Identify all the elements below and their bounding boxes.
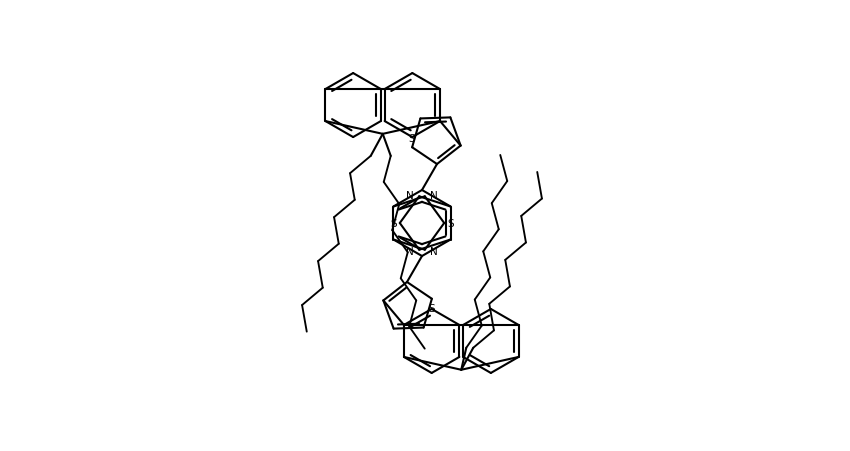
Text: S: S bbox=[390, 219, 397, 229]
Text: S: S bbox=[447, 219, 454, 229]
Text: S: S bbox=[428, 303, 435, 313]
Text: N: N bbox=[430, 246, 438, 256]
Text: S: S bbox=[409, 134, 416, 144]
Text: N: N bbox=[406, 191, 414, 201]
Text: N: N bbox=[430, 191, 438, 201]
Text: N: N bbox=[406, 246, 414, 256]
